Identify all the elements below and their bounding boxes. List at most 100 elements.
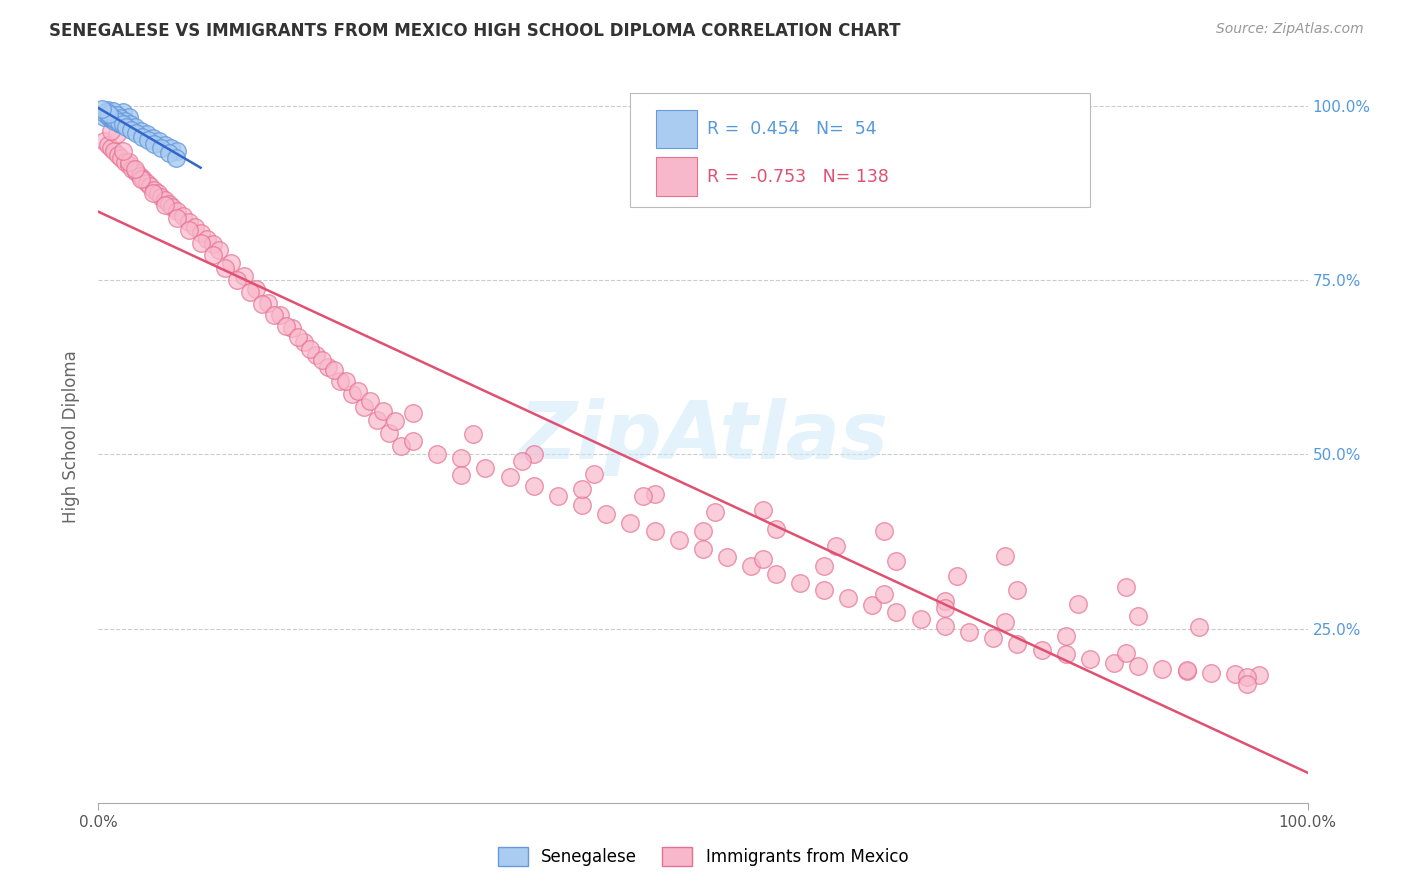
Point	[118, 155, 141, 169]
Point	[111, 145, 134, 159]
Y-axis label: High School Diploma: High School Diploma	[62, 351, 80, 524]
Point	[107, 109, 129, 123]
Point	[100, 111, 122, 125]
Point	[371, 404, 394, 418]
Point	[153, 193, 176, 207]
Point	[837, 591, 859, 605]
Point	[1078, 651, 1101, 665]
Point	[292, 334, 315, 349]
Point	[1175, 664, 1198, 678]
Point	[668, 533, 690, 548]
Point	[1236, 677, 1258, 691]
Point	[115, 117, 138, 131]
Point	[105, 127, 128, 141]
Point	[100, 123, 122, 137]
Point	[1031, 642, 1053, 657]
Point	[994, 615, 1017, 629]
Point	[1175, 664, 1198, 678]
Point	[135, 176, 157, 190]
Point	[704, 505, 727, 519]
Point	[139, 179, 162, 194]
Point	[946, 569, 969, 583]
Point	[115, 120, 138, 134]
Point	[281, 321, 304, 335]
Point	[366, 412, 388, 426]
FancyBboxPatch shape	[655, 158, 697, 195]
Point	[886, 554, 908, 568]
Point	[250, 297, 273, 311]
Point	[342, 387, 364, 401]
Point	[142, 130, 165, 145]
Point	[190, 235, 212, 250]
Point	[100, 111, 122, 125]
Point	[377, 425, 399, 440]
Text: R =  -0.753   N= 138: R = -0.753 N= 138	[707, 168, 889, 186]
Point	[111, 104, 134, 119]
Point	[239, 285, 262, 300]
Point	[463, 426, 485, 441]
Point	[347, 384, 370, 398]
Text: Source: ZipAtlas.com: Source: ZipAtlas.com	[1216, 22, 1364, 37]
Point	[860, 598, 883, 612]
Point	[129, 172, 152, 186]
Point	[595, 507, 617, 521]
Point	[110, 152, 132, 166]
Point	[101, 104, 124, 119]
Point	[121, 161, 143, 176]
Point	[311, 352, 333, 367]
Point	[143, 136, 166, 151]
Point	[131, 129, 153, 144]
Point	[100, 112, 122, 126]
Point	[934, 600, 956, 615]
Text: SENEGALESE VS IMMIGRANTS FROM MEXICO HIGH SCHOOL DIPLOMA CORRELATION CHART: SENEGALESE VS IMMIGRANTS FROM MEXICO HIG…	[49, 22, 901, 40]
Point	[1115, 646, 1137, 660]
Point	[166, 203, 188, 218]
Point	[523, 448, 546, 462]
Point	[136, 133, 159, 147]
Point	[825, 539, 848, 553]
Point	[692, 524, 714, 538]
Point	[98, 107, 121, 121]
Point	[384, 414, 406, 428]
Point	[1067, 597, 1090, 611]
Point	[101, 107, 124, 121]
Point	[740, 558, 762, 573]
FancyBboxPatch shape	[655, 110, 697, 148]
Point	[523, 479, 546, 493]
Point	[232, 269, 254, 284]
Point	[128, 169, 150, 183]
Point	[1152, 662, 1174, 676]
Point	[103, 145, 125, 159]
Point	[256, 295, 278, 310]
Point	[583, 467, 606, 481]
Point	[934, 594, 956, 608]
Point	[96, 107, 118, 121]
Point	[886, 605, 908, 619]
Point	[108, 115, 131, 129]
Point	[644, 524, 666, 538]
Point	[813, 558, 835, 573]
Point	[1199, 665, 1222, 680]
Point	[118, 117, 141, 131]
Point	[360, 393, 382, 408]
Point	[165, 151, 187, 165]
Point	[631, 489, 654, 503]
Point	[105, 113, 128, 128]
Point	[752, 503, 775, 517]
Point	[498, 470, 520, 484]
Point	[1007, 637, 1029, 651]
Point	[114, 113, 136, 128]
Point	[114, 114, 136, 128]
Point	[269, 308, 291, 322]
Point	[93, 106, 115, 120]
Point	[221, 256, 243, 270]
Point	[389, 439, 412, 453]
Point	[148, 134, 170, 148]
Point	[160, 141, 183, 155]
Point	[981, 632, 1004, 646]
Point	[765, 522, 787, 536]
Point	[124, 161, 146, 176]
Point	[329, 374, 352, 388]
Point	[146, 186, 169, 201]
Point	[91, 102, 114, 116]
